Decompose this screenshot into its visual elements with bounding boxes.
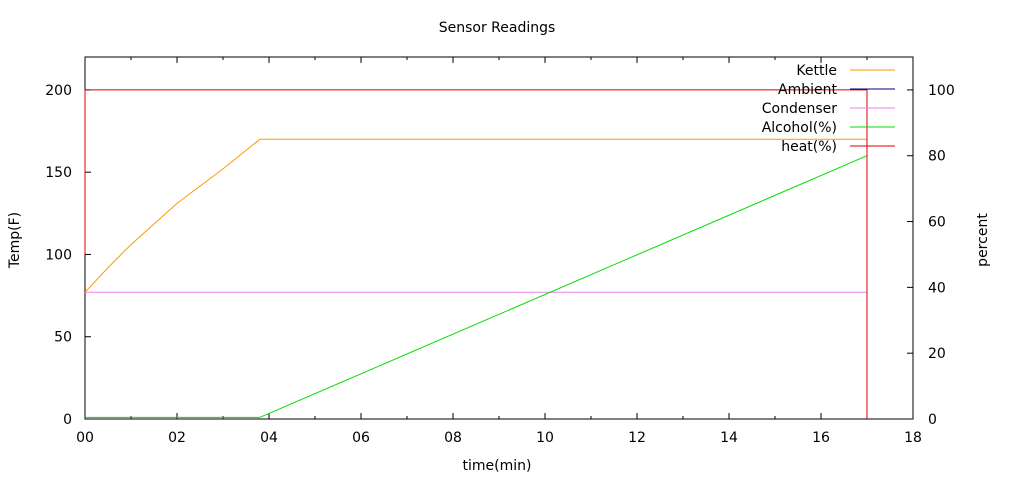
y-tick-label: 50 <box>54 330 72 346</box>
x-tick-label: 18 <box>904 430 922 446</box>
legend-label-alcohol: Alcohol(%) <box>762 120 837 136</box>
y-axis-label: Temp(F) <box>7 212 23 269</box>
x-axis-label: time(min) <box>463 458 532 474</box>
legend-label-ambient: Ambient <box>778 82 837 98</box>
y-tick-label: 0 <box>63 412 72 428</box>
x-tick-label: 16 <box>812 430 830 446</box>
series-line-kettle <box>84 138 867 293</box>
y2-tick-label: 20 <box>928 346 946 362</box>
y2-tick-label: 100 <box>928 83 955 99</box>
x-tick-label: 04 <box>260 430 278 446</box>
y-tick-label: 150 <box>45 165 72 181</box>
chart-title: Sensor Readings <box>439 20 556 36</box>
series-line-alcohol <box>85 155 868 418</box>
y2-tick-label: 60 <box>928 215 946 231</box>
y2-tick-label: 80 <box>928 149 946 165</box>
x-tick-label: 14 <box>720 430 738 446</box>
series-line-heat <box>84 89 868 419</box>
y2-tick-label: 40 <box>928 280 946 296</box>
legend: Kettle Ambient Condenser Alcohol(%) heat(%) <box>762 63 895 155</box>
y-tick-label: 200 <box>45 83 72 99</box>
y-tick-label: 100 <box>45 247 72 263</box>
data-series <box>84 89 868 419</box>
legend-label-kettle: Kettle <box>796 63 837 79</box>
x-tick-label: 12 <box>628 430 646 446</box>
x-tick-label: 00 <box>76 430 94 446</box>
x-tick-label: 10 <box>536 430 554 446</box>
legend-label-heat: heat(%) <box>781 139 837 155</box>
legend-label-condenser: Condenser <box>762 101 837 117</box>
x-tick-label: 02 <box>168 430 186 446</box>
axes: 00 02 04 06 08 10 12 14 16 18 0 50 100 150 200 0 20 40 60 8… <box>45 56 955 446</box>
x-tick-label: 06 <box>352 430 370 446</box>
y2-axis-label: percent <box>975 213 991 267</box>
y2-tick-label: 0 <box>928 412 937 428</box>
x-tick-label: 08 <box>444 430 462 446</box>
